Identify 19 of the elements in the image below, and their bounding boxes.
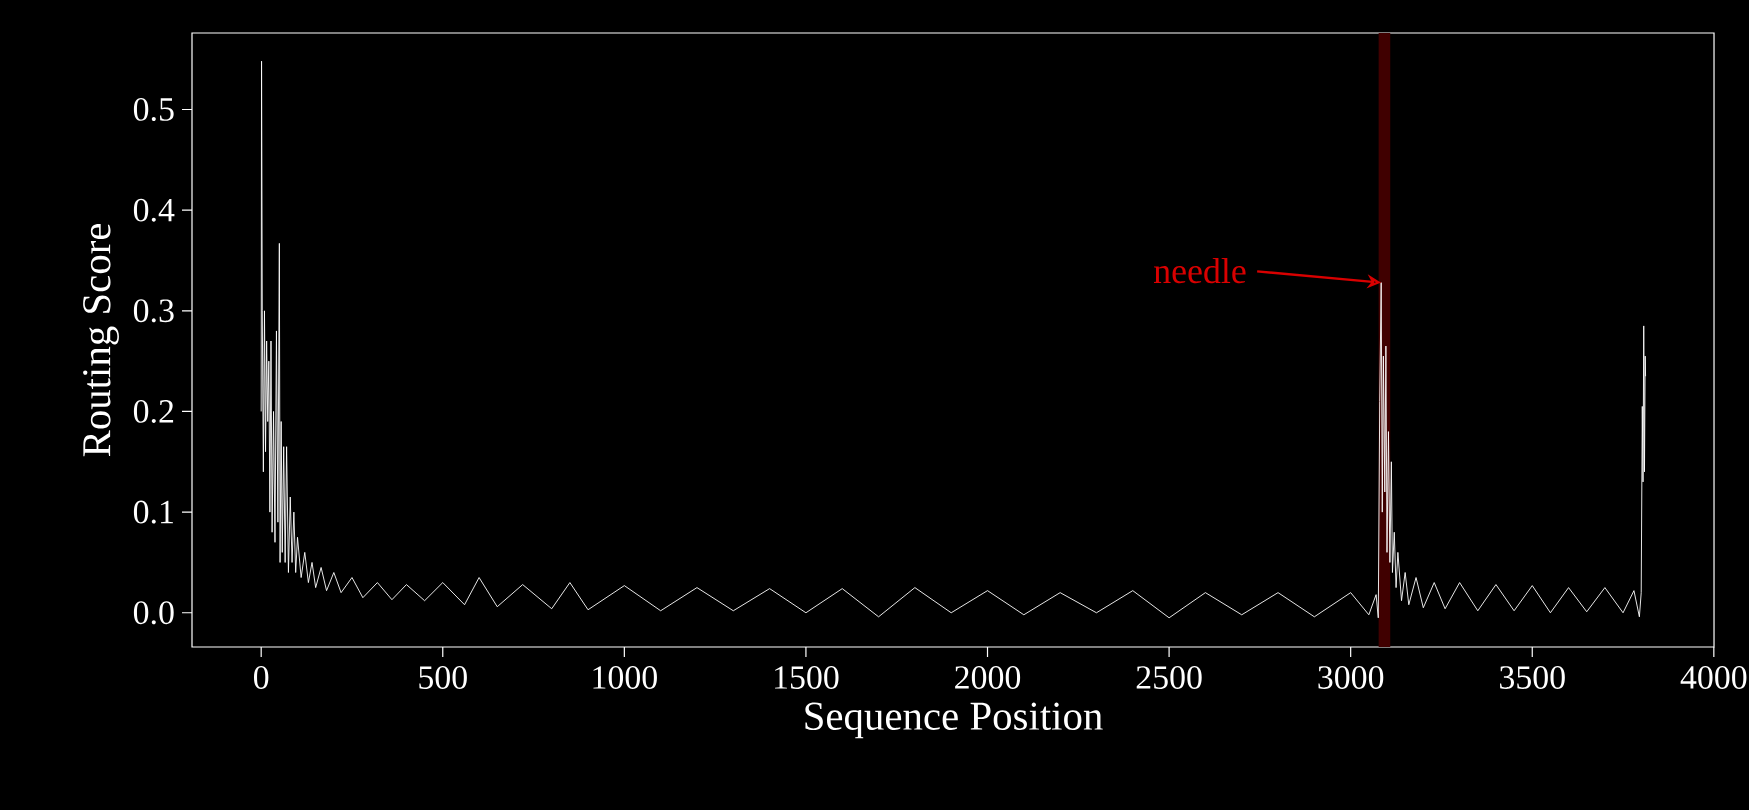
x-tick-label: 500 [419,666,467,689]
x-tick-label: 2500 [1136,666,1202,689]
x-tick-label: 4000 [1680,666,1747,689]
y-tick-label: 0.1 [133,500,173,524]
y-tick-label: 0.5 [133,97,174,121]
y-tick-label: 0.4 [133,198,175,222]
x-tick-label: 3500 [1500,666,1565,689]
y-tick-label: 0.3 [133,299,174,323]
x-tick-label: 1500 [775,666,839,689]
x-axis-title: Sequence Position [805,702,1103,739]
x-tick-label: 2000 [955,666,1021,689]
y-tick-label: 0.0 [133,601,174,625]
annotation: needle [1154,257,1246,284]
line-series [260,60,1647,619]
x-tick-label: 1000 [593,666,657,689]
x-tick-label: 3000 [1318,666,1384,689]
y-axis-title: Routing Score [83,223,119,457]
x-tick-label: 0 [254,666,269,689]
y-tick-label: 0.2 [133,399,174,423]
